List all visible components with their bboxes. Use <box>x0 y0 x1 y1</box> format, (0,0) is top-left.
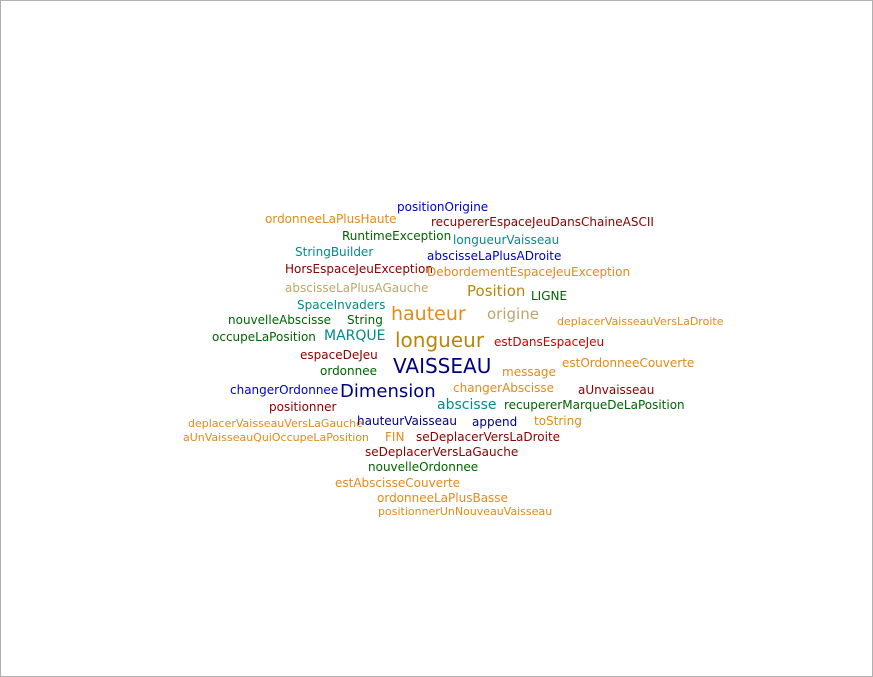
word-abscisse: abscisse <box>437 397 497 413</box>
word-espacedejeu: espaceDeJeu <box>300 348 378 362</box>
word-ordonneelaplushaute: ordonneeLaPlusHaute <box>265 212 397 226</box>
word-dimension: Dimension <box>340 381 436 402</box>
word-longueurvaisseau: longueurVaisseau <box>453 233 560 247</box>
word-aunvaisseau: aUnvaisseau <box>578 383 655 397</box>
word-sedeplacerverslagauche: seDeplacerVersLaGauche <box>365 445 519 459</box>
word-stringbuilder: StringBuilder <box>295 245 374 259</box>
word-debordementespacejeuexception: DebordementEspaceJeuException <box>427 265 631 279</box>
word-message: message <box>502 365 556 379</box>
word-marque: MARQUE <box>324 328 386 344</box>
word-fin: FIN <box>385 430 405 444</box>
word-nouvelleabscisse: nouvelleAbscisse <box>228 313 331 327</box>
word-ligne: LIGNE <box>531 289 568 303</box>
word-string: String <box>347 313 383 327</box>
word-estabscissecouverte: estAbscisseCouverte <box>335 476 461 490</box>
word-position: Position <box>467 282 526 300</box>
word-positionnerunnouveauvaisseau: positionnerUnNouveauVaisseau <box>378 505 553 518</box>
word-positionner: positionner <box>269 400 337 414</box>
word-runtimeexception: RuntimeException <box>342 229 452 243</box>
word-longueur: longueur <box>395 328 485 352</box>
word-origine: origine <box>487 305 539 323</box>
word-positionorigine: positionOrigine <box>397 200 489 214</box>
word-occupelaposition: occupeLaPosition <box>212 330 316 344</box>
word-spaceinvaders: SpaceInvaders <box>297 298 386 312</box>
word-deplacervaisseauverslagauche: deplacerVaisseauVersLaGauche <box>188 417 363 430</box>
word-recupererespacejeudanschaineascii: recupererEspaceJeuDansChaineASCII <box>431 215 654 229</box>
word-deplacervaisseauversladroite: deplacerVaisseauVersLaDroite <box>557 315 724 328</box>
word-abscisselaplusagauche: abscisseLaPlusAGauche <box>285 281 429 295</box>
word-sedeplacerversladroite: seDeplacerVersLaDroite <box>416 430 561 444</box>
word-horsespacejeuexception: HorsEspaceJeuException <box>285 262 433 276</box>
word-ordonnee: ordonnee <box>320 364 377 378</box>
word-tostring: toString <box>534 414 582 428</box>
word-vaisseau: VAISSEAU <box>393 354 492 378</box>
word-nouvelleordonnee: nouvelleOrdonnee <box>368 460 479 474</box>
word-abscisselaplusadroite: abscisseLaPlusADroite <box>427 249 562 263</box>
word-append: append <box>472 415 518 429</box>
word-hauteur: hauteur <box>391 303 466 325</box>
word-changerordonnee: changerOrdonnee <box>230 383 339 397</box>
word-aunvaisseauquioccupelaposition: aUnVaisseauQuiOccupeLaPosition <box>183 431 370 444</box>
word-changerabscisse: changerAbscisse <box>453 381 554 395</box>
word-estordonneecouverte: estOrdonneeCouverte <box>562 356 695 370</box>
word-recuperermarquedelaposition: recupererMarqueDeLaPosition <box>504 398 685 412</box>
word-estdansespacejeu: estDansEspaceJeu <box>494 335 605 349</box>
word-ordonneelaplusbasse: ordonneeLaPlusBasse <box>377 491 508 505</box>
word-hauteurvaisseau: hauteurVaisseau <box>357 414 458 428</box>
